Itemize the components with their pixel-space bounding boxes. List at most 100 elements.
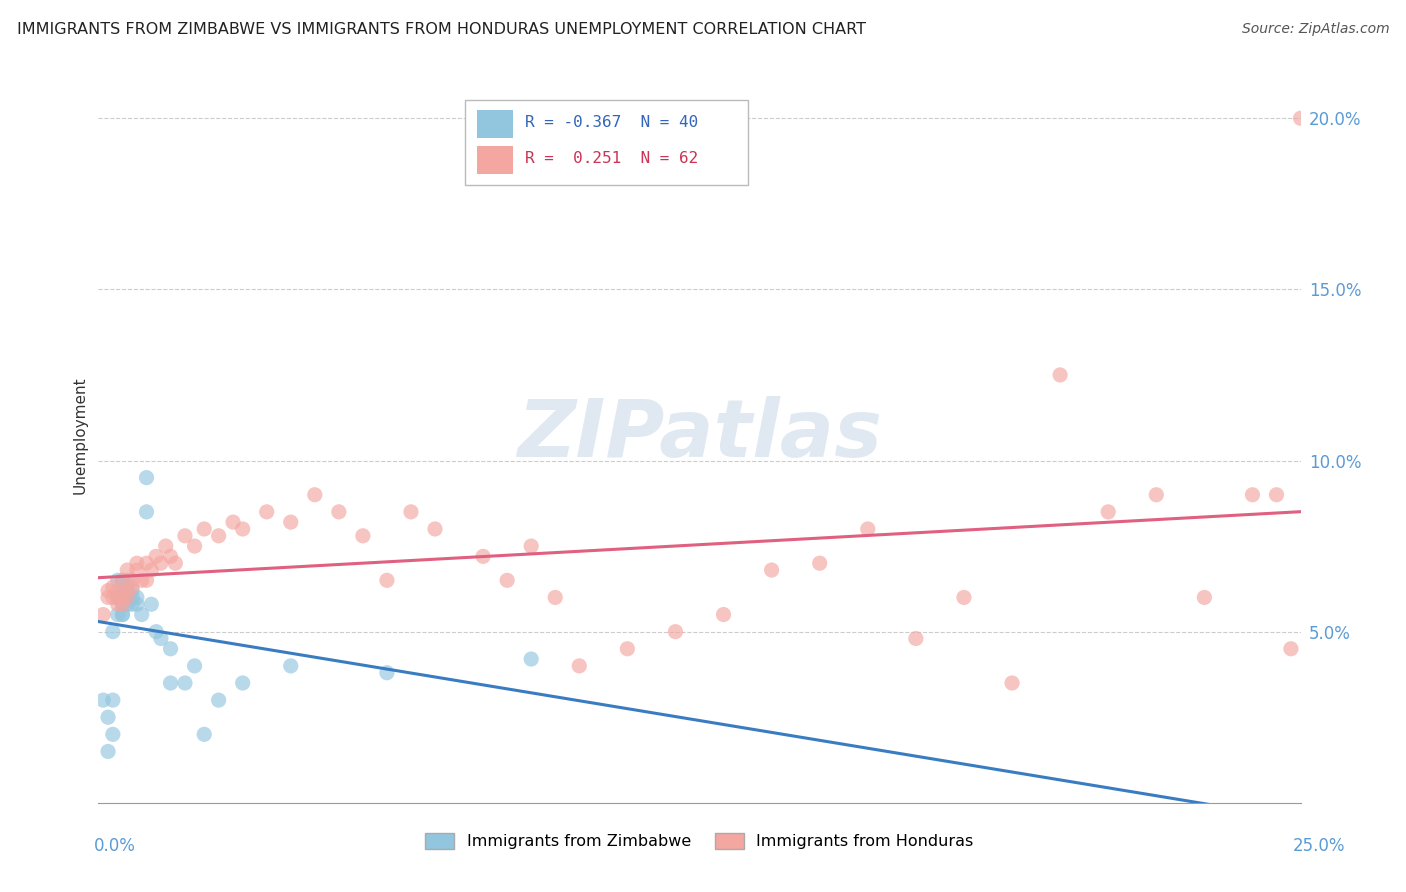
Point (183, 659, 205, 673)
Point (193, 727, 215, 741)
Point (107, 597, 129, 611)
Point (111, 574, 134, 588)
Point (352, 529, 374, 543)
Point (568, 659, 591, 673)
Point (117, 597, 139, 611)
Point (121, 574, 143, 588)
FancyBboxPatch shape (477, 146, 513, 174)
Point (145, 549, 167, 564)
Point (97, 710, 120, 724)
Point (97, 583, 120, 598)
Point (165, 556, 187, 570)
Point (232, 522, 254, 536)
Point (117, 591, 139, 605)
Point (520, 539, 543, 553)
Text: Source: ZipAtlas.com: Source: ZipAtlas.com (1241, 22, 1389, 37)
Text: 25.0%: 25.0% (1292, 837, 1346, 855)
Y-axis label: Unemployment: Unemployment (72, 376, 87, 493)
Text: IMMIGRANTS FROM ZIMBABWE VS IMMIGRANTS FROM HONDURAS UNEMPLOYMENT CORRELATION CH: IMMIGRANTS FROM ZIMBABWE VS IMMIGRANTS F… (17, 22, 866, 37)
Point (131, 607, 153, 622)
Point (1144, 488, 1167, 502)
Point (399, 505, 422, 519)
Text: R =  0.251  N = 62: R = 0.251 N = 62 (526, 152, 699, 167)
Text: ZIPatlas: ZIPatlas (517, 396, 882, 474)
Point (107, 591, 129, 605)
Point (97, 744, 120, 758)
Point (91, 607, 114, 622)
Point (125, 597, 148, 611)
Point (1049, 368, 1071, 382)
Point (1279, 641, 1302, 656)
Point (280, 659, 302, 673)
Point (111, 607, 134, 622)
Point (544, 591, 567, 605)
Point (107, 591, 129, 605)
Point (375, 574, 398, 588)
Point (159, 549, 181, 564)
Point (155, 539, 177, 553)
Point (111, 583, 134, 598)
Point (111, 607, 134, 622)
Point (149, 556, 172, 570)
Point (423, 522, 446, 536)
Point (135, 470, 157, 484)
Point (304, 488, 326, 502)
Point (111, 591, 134, 605)
Point (135, 574, 157, 588)
Point (183, 539, 205, 553)
Point (91, 693, 114, 707)
Point (111, 574, 134, 588)
Point (222, 515, 245, 529)
Point (193, 522, 215, 536)
Point (520, 652, 543, 666)
Point (135, 556, 157, 570)
Point (208, 529, 231, 543)
Point (761, 563, 783, 577)
Point (1001, 676, 1024, 690)
Point (117, 583, 139, 598)
Point (117, 563, 139, 577)
Point (953, 591, 976, 605)
Point (1194, 591, 1216, 605)
Point (159, 641, 181, 656)
Point (174, 676, 197, 690)
Point (121, 597, 143, 611)
Text: R = -0.367  N = 40: R = -0.367 N = 40 (526, 114, 699, 129)
Point (472, 549, 495, 564)
Point (1265, 488, 1288, 502)
Point (856, 522, 879, 536)
Point (149, 632, 172, 646)
Point (135, 505, 157, 519)
Point (121, 583, 143, 598)
Point (111, 591, 134, 605)
Point (117, 574, 139, 588)
Point (496, 574, 519, 588)
Point (256, 505, 278, 519)
Point (121, 591, 143, 605)
Point (101, 580, 124, 594)
Point (328, 505, 350, 519)
Point (107, 574, 129, 588)
Point (101, 624, 124, 639)
Point (1241, 488, 1264, 502)
Point (713, 607, 735, 622)
Point (97, 591, 120, 605)
Point (141, 597, 163, 611)
Point (101, 727, 124, 741)
Point (111, 597, 134, 611)
Legend: Immigrants from Zimbabwe, Immigrants from Honduras: Immigrants from Zimbabwe, Immigrants fro… (418, 825, 981, 857)
Point (159, 676, 181, 690)
Text: 0.0%: 0.0% (94, 837, 136, 855)
Point (117, 583, 139, 598)
Point (141, 563, 163, 577)
Point (111, 597, 134, 611)
Point (664, 624, 686, 639)
Point (1289, 112, 1312, 126)
Point (808, 556, 831, 570)
Point (174, 529, 197, 543)
FancyBboxPatch shape (465, 100, 748, 185)
FancyBboxPatch shape (477, 110, 513, 137)
Point (280, 515, 302, 529)
Point (232, 676, 254, 690)
Point (125, 556, 148, 570)
